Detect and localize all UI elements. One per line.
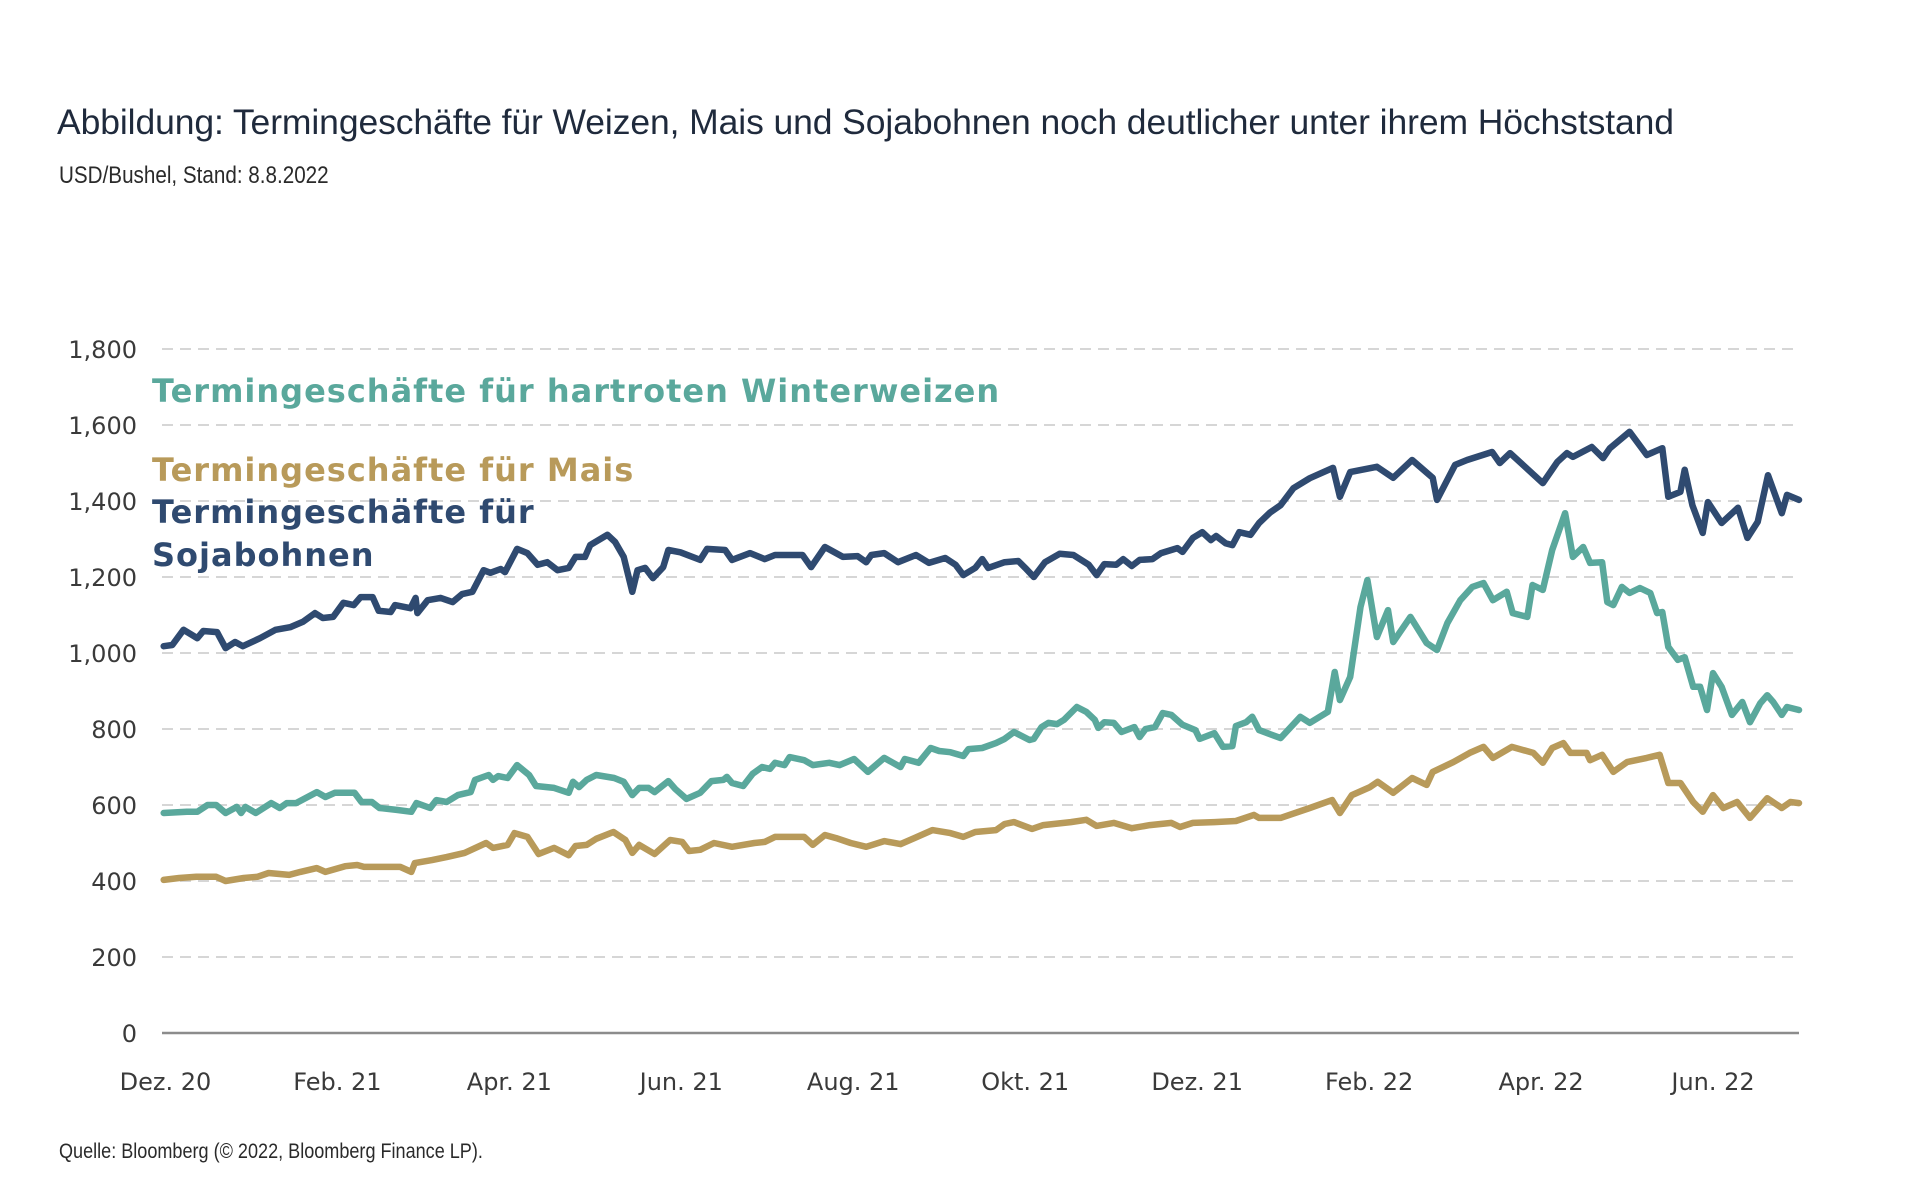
y-tick-label: 400 bbox=[91, 868, 137, 896]
legend-soy-line2: Sojabohnen bbox=[152, 536, 375, 574]
y-tick-label: 1,800 bbox=[68, 336, 137, 364]
source-note: Quelle: Bloomberg (© 2022, Bloomberg Fin… bbox=[59, 1140, 483, 1163]
x-tick-label: Dez. 21 bbox=[1151, 1068, 1243, 1096]
legend-corn: Termingeschäfte für Mais bbox=[152, 451, 634, 489]
y-tick-label: 1,000 bbox=[68, 640, 137, 668]
x-tick-label: Jun. 22 bbox=[1669, 1068, 1754, 1096]
x-tick-label: Dez. 20 bbox=[120, 1068, 212, 1096]
legend-soy-line1: Termingeschäfte für bbox=[152, 493, 535, 531]
x-tick-label: Feb. 22 bbox=[1325, 1068, 1413, 1096]
x-tick-label: Feb. 21 bbox=[293, 1068, 381, 1096]
x-tick-label: Okt. 21 bbox=[981, 1068, 1069, 1096]
series-lines bbox=[160, 428, 1803, 885]
x-tick-label: Aug. 21 bbox=[807, 1068, 900, 1096]
x-tick-label: Apr. 22 bbox=[1499, 1068, 1584, 1096]
x-axis-tick-labels: Dez. 20 Feb. 21 Apr. 21 Jun. 21 Aug. 21 Okt. … bbox=[120, 1068, 1755, 1096]
y-tick-label: 200 bbox=[91, 944, 137, 972]
x-tick-label: Jun. 21 bbox=[638, 1068, 723, 1096]
y-tick-label: 800 bbox=[91, 716, 137, 744]
chart-title: Abbildung: Termingeschäfte für Weizen, M… bbox=[57, 102, 1674, 142]
y-tick-label: 600 bbox=[91, 792, 137, 820]
y-axis-tick-labels: 0 200 400 600 800 1,000 1,200 1,400 1,600 1,800 bbox=[68, 336, 137, 1048]
legend: Termingeschäfte für hartroten Winterweiz… bbox=[152, 372, 1000, 574]
series-line-soybeans bbox=[160, 428, 1803, 652]
y-tick-label: 0 bbox=[122, 1020, 137, 1048]
y-tick-label: 1,600 bbox=[68, 412, 137, 440]
series-line-wheat bbox=[160, 509, 1803, 817]
y-tick-label: 1,200 bbox=[68, 564, 137, 592]
series-line-corn bbox=[160, 739, 1803, 885]
gridlines bbox=[162, 348, 1799, 958]
y-tick-label: 1,400 bbox=[68, 488, 137, 516]
legend-wheat: Termingeschäfte für hartroten Winterweiz… bbox=[152, 372, 1000, 410]
x-tick-label: Apr. 21 bbox=[467, 1068, 552, 1096]
chart-subtitle: USD/Bushel, Stand: 8.8.2022 bbox=[59, 162, 329, 189]
